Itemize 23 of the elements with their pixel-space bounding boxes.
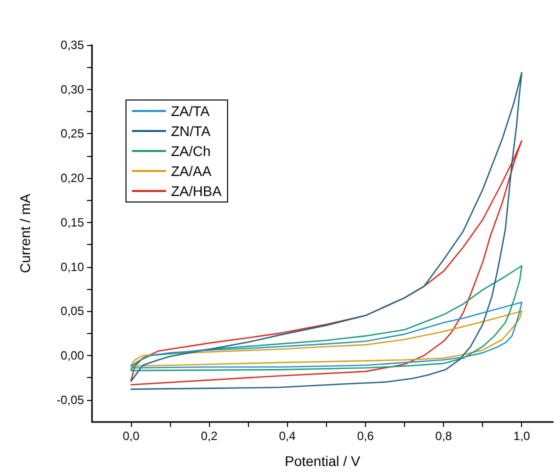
x-tick-label: 1,0 [513, 429, 530, 443]
y-tick-label: 0,15 [60, 215, 84, 230]
line-series [130, 72, 522, 390]
y-tick-label: 0,30 [60, 82, 84, 96]
legend-label: ZA/TA [171, 103, 210, 119]
y-tick-label: 0,35 [60, 38, 84, 52]
y-tick-label: 0,05 [60, 304, 84, 318]
x-tick-label: 0,2 [200, 429, 218, 443]
y-tick-label: 0,10 [60, 260, 84, 274]
x-tick-label: 0,6 [357, 429, 374, 443]
x-axis-title: Potential / V [284, 453, 361, 469]
legend-label: ZA/HBA [171, 183, 222, 199]
legend-label: ZA/AA [171, 163, 212, 179]
y-tick-label: 0,20 [60, 171, 84, 186]
legend-label: ZA/Ch [171, 143, 211, 159]
y-tick-label: -0,05 [56, 392, 84, 407]
y-axis-title: Current / mA [17, 193, 33, 274]
y-tick-label: 0,00 [60, 348, 84, 362]
y-tick-label: 0,25 [60, 126, 84, 141]
x-tick-label: 0,8 [435, 429, 452, 443]
x-tick-label: 0,4 [278, 429, 296, 443]
legend-label: ZN/TA [171, 123, 212, 139]
x-tick-label: 0,0 [122, 429, 140, 443]
